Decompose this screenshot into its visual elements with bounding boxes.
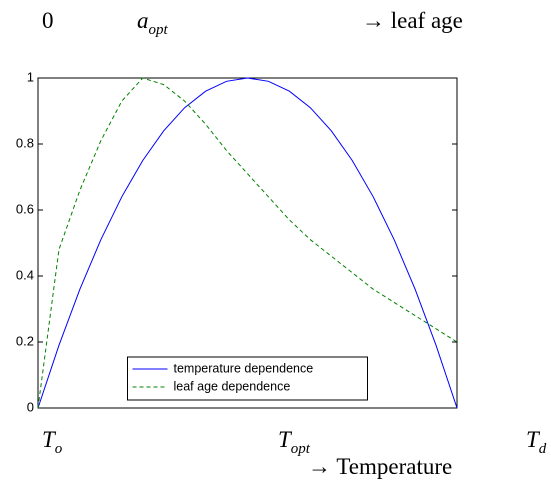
bottom-label-sub: o: [55, 441, 63, 457]
line-series: [37, 77, 458, 409]
bottom-label-text: T: [526, 427, 541, 452]
legend-box: [127, 356, 368, 401]
top-label-text: 0: [42, 8, 54, 33]
top-label: aopt: [137, 8, 169, 38]
bottom-label-text: → Temperature: [308, 454, 452, 479]
bottom-label-text: T: [278, 427, 293, 452]
legend-label: leaf age dependence: [174, 379, 291, 393]
bottom-label-sub: d: [539, 441, 547, 457]
bottom-label-text: T: [42, 427, 57, 452]
y-tick-label: 0.4: [16, 267, 34, 282]
top-label: 0: [42, 8, 54, 33]
y-tick-label: 0: [27, 399, 34, 414]
y-tick-label: 0.8: [16, 135, 34, 150]
y-tick-label: 0.6: [16, 201, 34, 216]
top-label-text: → leaf age: [362, 8, 463, 33]
top-label-sub: opt: [149, 22, 169, 38]
bottom-label: Topt: [278, 427, 311, 457]
bottom-label: → Temperature: [308, 454, 452, 479]
bottom-label: Td: [526, 427, 547, 457]
legend-label: temperature dependence: [174, 361, 314, 375]
top-label: → leaf age: [362, 8, 463, 33]
bottom-label-sub: opt: [291, 441, 311, 457]
bottom-label: To: [42, 427, 63, 457]
top-label-text: a: [137, 8, 149, 33]
line-series: [37, 77, 458, 409]
y-tick-label: 0.2: [16, 333, 34, 348]
y-tick-label: 1: [27, 69, 34, 84]
